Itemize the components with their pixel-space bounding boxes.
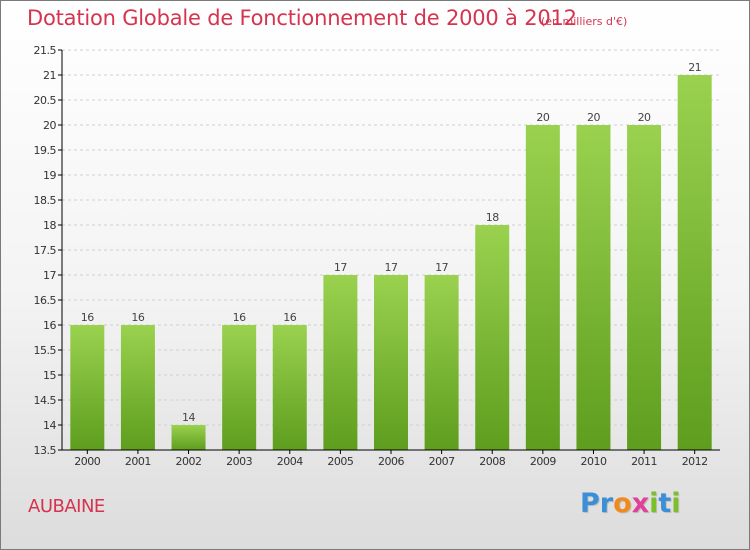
- bar: [677, 75, 712, 450]
- x-tick-label: 2000: [74, 455, 100, 468]
- data-label: 20: [587, 111, 600, 124]
- y-tick-label: 15.5: [34, 344, 57, 357]
- x-tick-label: 2007: [429, 455, 455, 468]
- x-tick-label: 2001: [125, 455, 151, 468]
- data-label: 16: [283, 311, 296, 324]
- y-tick-label: 20: [43, 119, 56, 132]
- logo-letter: P: [580, 488, 600, 519]
- x-tick-label: 2006: [378, 455, 404, 468]
- data-label: 16: [131, 311, 144, 324]
- y-tick-label: 19: [43, 169, 56, 182]
- chart-subtitle: (en milliers d'€): [541, 15, 628, 28]
- x-tick-label: 2008: [479, 455, 505, 468]
- chart-title: Dotation Globale de Fonctionnement de 20…: [27, 6, 577, 30]
- bar: [424, 275, 459, 450]
- y-tick-label: 19.5: [34, 144, 57, 157]
- y-tick-label: 18: [43, 219, 56, 232]
- logo-letter: r: [599, 488, 614, 519]
- data-label: 20: [638, 111, 651, 124]
- logo-letter: t: [658, 488, 672, 519]
- data-label: 16: [81, 311, 94, 324]
- y-tick-label: 21: [43, 69, 56, 82]
- y-tick-label: 13.5: [34, 444, 57, 457]
- bar: [525, 125, 560, 450]
- data-label: 17: [435, 261, 448, 274]
- commune-name: AUBAINE: [28, 496, 105, 517]
- data-label: 17: [385, 261, 398, 274]
- x-tick-label: 2011: [631, 455, 657, 468]
- labels: 13.5 14 14.5 15 15.5 16 16.5 17 17.5 18 18.5 19 19.5…: [34, 44, 709, 468]
- x-tick-label: 2005: [327, 455, 353, 468]
- y-tick-label: 16.5: [34, 294, 57, 307]
- data-label: 18: [486, 211, 499, 224]
- y-tick-label: 16: [43, 319, 56, 332]
- bar: [576, 125, 611, 450]
- y-tick-label: 17.5: [34, 244, 57, 257]
- logo-letter: i: [649, 488, 659, 519]
- y-tick-label: 15: [43, 369, 56, 382]
- bar: [627, 125, 662, 450]
- bar: [70, 325, 105, 450]
- axes: [58, 49, 720, 454]
- bar: [171, 425, 206, 450]
- y-tick-label: 20.5: [34, 94, 57, 107]
- x-tick-label: 2002: [176, 455, 202, 468]
- logo-letter: o: [613, 488, 632, 519]
- bar: [120, 325, 155, 450]
- bar: [374, 275, 408, 450]
- y-tick-label: 21.5: [34, 44, 57, 57]
- data-label: 17: [334, 261, 347, 274]
- y-tick-label: 14: [43, 419, 56, 432]
- x-tick-label: 2009: [530, 455, 556, 468]
- data-label: 21: [688, 61, 701, 74]
- y-tick-label: 18.5: [34, 194, 57, 207]
- data-label: 20: [536, 111, 549, 124]
- bar: [323, 275, 358, 450]
- x-tick-label: 2010: [580, 455, 606, 468]
- x-tick-label: 2004: [277, 455, 303, 468]
- bars: [70, 75, 712, 450]
- y-tick-label: 17: [43, 269, 56, 282]
- logo-letter: i: [671, 488, 681, 519]
- bar: [475, 225, 510, 450]
- bar: [272, 325, 307, 450]
- x-tick-label: 2012: [682, 455, 708, 468]
- data-label: 14: [182, 411, 195, 424]
- bar: [222, 325, 257, 450]
- data-label: 16: [233, 311, 246, 324]
- proxiti-logo[interactable]: Proxiti: [580, 488, 681, 519]
- logo-letter: x: [631, 488, 650, 519]
- y-tick-label: 14.5: [34, 394, 57, 407]
- x-tick-label: 2003: [226, 455, 252, 468]
